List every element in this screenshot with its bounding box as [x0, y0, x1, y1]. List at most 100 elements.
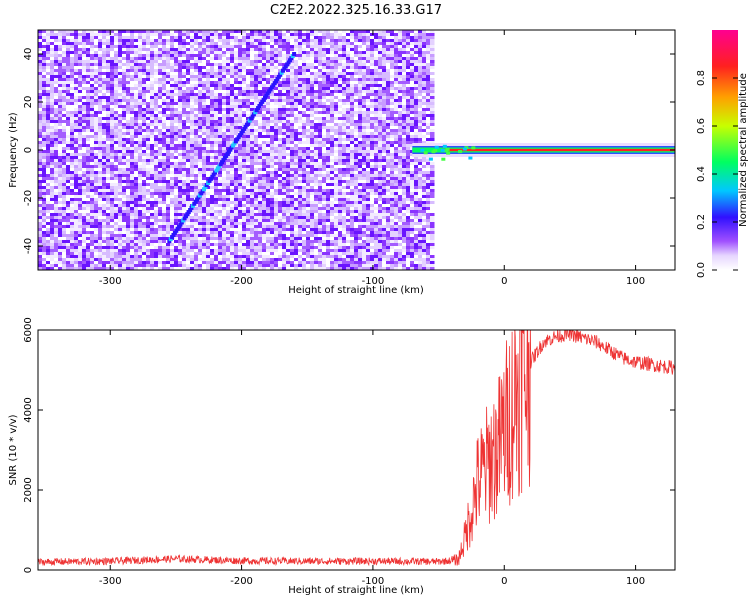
heatmap-cell — [86, 33, 91, 37]
heatmap-cell — [38, 99, 43, 103]
heatmap-cell — [138, 234, 143, 238]
heatmap-cell — [222, 141, 227, 145]
heatmap-cell — [270, 90, 275, 94]
heatmap-cell — [62, 228, 67, 232]
heatmap-cell — [42, 165, 47, 169]
heatmap-cell — [102, 204, 107, 208]
heatmap-cell — [126, 78, 131, 82]
heatmap-cell — [190, 75, 195, 79]
heatmap-cell — [222, 258, 227, 262]
heatmap-cell — [38, 132, 43, 136]
heatmap-cell — [46, 36, 51, 40]
heatmap-cell — [222, 180, 227, 184]
heatmap-cell — [146, 75, 151, 79]
heatmap-cell — [38, 210, 43, 214]
heatmap-cell — [210, 219, 215, 223]
heatmap-cell — [262, 75, 267, 79]
heatmap-cell — [258, 261, 263, 265]
heatmap-cell — [198, 204, 203, 208]
heatmap-cell — [50, 108, 55, 112]
heatmap-cell — [250, 69, 255, 73]
heatmap-cell — [226, 78, 231, 82]
heatmap-cell — [78, 240, 83, 244]
heatmap-cell — [270, 111, 275, 115]
heatmap-cell — [186, 162, 191, 166]
heatmap-cell — [82, 114, 87, 118]
heatmap-cell — [130, 225, 135, 229]
heatmap-cell — [162, 102, 167, 106]
heatmap-cell — [150, 135, 155, 139]
heatmap-cell — [102, 219, 107, 223]
heatmap-cell — [114, 87, 119, 91]
heatmap-cell — [62, 261, 67, 265]
heatmap-cell — [98, 264, 103, 268]
heatmap-cell — [98, 42, 103, 46]
heatmap-cell — [266, 69, 271, 73]
heatmap-cell — [82, 144, 87, 148]
heatmap-cell — [170, 45, 175, 49]
heatmap-cell — [254, 267, 259, 270]
heatmap-cell — [270, 213, 275, 217]
heatmap-cell — [274, 162, 279, 166]
heatmap-cell — [206, 252, 211, 256]
heatmap-cell — [170, 93, 175, 97]
heatmap-cell — [226, 255, 231, 259]
heatmap-cell — [238, 249, 243, 253]
heatmap-cell — [170, 105, 175, 109]
heatmap-cell — [126, 252, 131, 256]
heatmap-cell — [210, 261, 215, 265]
heatmap-cell — [110, 69, 115, 73]
heatmap-cell — [174, 210, 179, 214]
heatmap-cell — [158, 198, 163, 202]
heatmap-cell — [166, 213, 171, 217]
heatmap-cell — [262, 168, 267, 172]
heatmap-cell — [46, 84, 51, 88]
heatmap-cell — [286, 81, 291, 85]
heatmap-cell — [202, 30, 207, 34]
heatmap-cell — [210, 102, 215, 106]
heatmap-cell — [210, 48, 215, 52]
heatmap-cell — [218, 45, 223, 49]
heatmap-cell — [250, 180, 255, 184]
heatmap-cell — [218, 246, 223, 250]
heatmap-cell — [110, 255, 115, 259]
heatmap-cell — [106, 174, 111, 178]
heatmap-cell — [226, 87, 231, 91]
heatmap-cell — [278, 147, 283, 151]
heatmap-cell — [150, 93, 155, 97]
heatmap-cell — [62, 39, 67, 43]
heatmap-cell — [42, 129, 47, 133]
heatmap-cell — [154, 237, 159, 241]
heatmap-cell — [130, 171, 135, 175]
heatmap-cell — [154, 210, 159, 214]
heatmap-cell — [42, 81, 47, 85]
heatmap-cell — [134, 129, 139, 133]
heatmap-cell — [158, 237, 163, 241]
heatmap-cell — [98, 180, 103, 184]
heatmap-cell — [246, 234, 251, 238]
heatmap-cell — [278, 114, 283, 118]
heatmap-cell — [138, 141, 143, 145]
heatmap-cell — [142, 267, 147, 270]
heatmap-cell — [50, 117, 55, 121]
heatmap-cell — [110, 249, 115, 253]
heatmap-cell — [94, 156, 99, 160]
heatmap-cell — [242, 240, 247, 244]
heatmap-cell — [218, 48, 223, 52]
heatmap-cell — [134, 249, 139, 253]
heatmap-cell — [38, 105, 43, 109]
heatmap-cell — [58, 30, 63, 34]
heatmap-cell — [118, 135, 123, 139]
heatmap-cell — [46, 111, 51, 115]
heatmap-cell — [206, 156, 211, 160]
heatmap-cell — [274, 264, 279, 268]
heatmap-cell — [274, 261, 279, 265]
heatmap-cell — [150, 207, 155, 211]
heatmap-cell — [210, 30, 215, 34]
heatmap-cell — [222, 252, 227, 256]
heatmap-cell — [270, 255, 275, 259]
heatmap-cell — [258, 249, 263, 253]
heatmap-cell — [266, 81, 271, 85]
heatmap-cell — [238, 255, 243, 259]
spectrogram-heatmap — [38, 30, 675, 270]
